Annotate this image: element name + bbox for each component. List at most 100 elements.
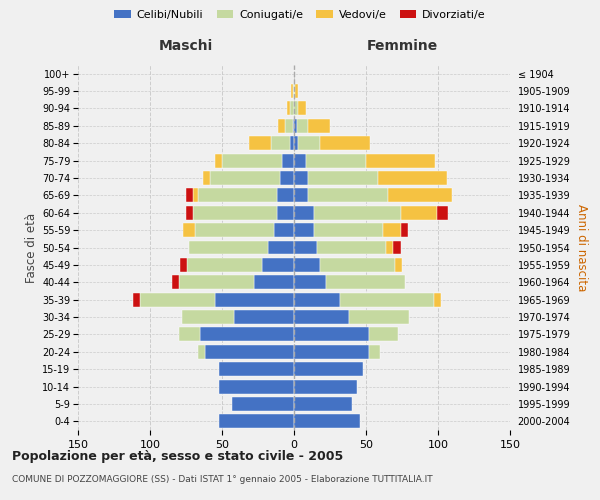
Bar [294, 345, 369, 358]
Bar [287, 102, 290, 116]
Bar [305, 154, 366, 168]
Text: Femmine: Femmine [367, 39, 437, 53]
Bar [179, 276, 254, 289]
Bar [200, 328, 294, 342]
Bar [294, 206, 314, 220]
Bar [308, 188, 388, 202]
Bar [179, 328, 200, 342]
Bar [317, 240, 386, 254]
Bar [326, 276, 405, 289]
Bar [283, 154, 294, 168]
Bar [294, 171, 308, 185]
Bar [291, 84, 293, 98]
Bar [294, 276, 326, 289]
Bar [294, 188, 308, 202]
Bar [280, 171, 294, 185]
Bar [434, 292, 441, 306]
Bar [349, 310, 409, 324]
Bar [290, 102, 294, 116]
Bar [294, 414, 360, 428]
Text: Maschi: Maschi [159, 39, 213, 53]
Bar [219, 414, 294, 428]
Bar [233, 310, 294, 324]
Bar [186, 206, 193, 220]
Bar [186, 188, 193, 202]
Text: Popolazione per età, sesso e stato civile - 2005: Popolazione per età, sesso e stato civil… [12, 450, 343, 463]
Bar [193, 206, 277, 220]
Bar [320, 136, 370, 150]
Bar [308, 171, 377, 185]
Bar [268, 240, 294, 254]
Bar [189, 240, 268, 254]
Bar [437, 206, 448, 220]
Bar [182, 310, 233, 324]
Bar [219, 380, 294, 394]
Bar [172, 276, 179, 289]
Bar [298, 136, 320, 150]
Bar [211, 171, 280, 185]
Bar [133, 292, 140, 306]
Bar [187, 258, 262, 272]
Bar [294, 362, 363, 376]
Bar [369, 345, 380, 358]
Bar [203, 171, 211, 185]
Bar [232, 397, 294, 411]
Bar [294, 223, 314, 237]
Bar [394, 240, 401, 254]
Bar [294, 310, 349, 324]
Bar [194, 223, 274, 237]
Bar [293, 84, 294, 98]
Bar [298, 102, 305, 116]
Bar [366, 154, 435, 168]
Y-axis label: Anni di nascita: Anni di nascita [575, 204, 587, 291]
Bar [271, 136, 290, 150]
Bar [222, 154, 283, 168]
Bar [277, 188, 294, 202]
Bar [340, 292, 434, 306]
Bar [297, 119, 308, 133]
Bar [294, 292, 340, 306]
Bar [401, 206, 437, 220]
Bar [308, 119, 330, 133]
Bar [314, 223, 383, 237]
Bar [294, 154, 305, 168]
Bar [294, 328, 369, 342]
Bar [294, 102, 298, 116]
Bar [277, 206, 294, 220]
Bar [395, 258, 402, 272]
Bar [205, 345, 294, 358]
Bar [250, 136, 271, 150]
Bar [369, 328, 398, 342]
Bar [294, 136, 298, 150]
Bar [286, 119, 293, 133]
Bar [193, 188, 197, 202]
Bar [290, 136, 294, 150]
Legend: Celibi/Nubili, Coniugati/e, Vedovi/e, Divorziati/e: Celibi/Nubili, Coniugati/e, Vedovi/e, Di… [110, 6, 490, 25]
Bar [274, 223, 294, 237]
Y-axis label: Fasce di età: Fasce di età [25, 212, 38, 282]
Bar [294, 397, 352, 411]
Bar [401, 223, 408, 237]
Bar [262, 258, 294, 272]
Bar [294, 240, 317, 254]
Bar [197, 345, 205, 358]
Bar [295, 84, 298, 98]
Bar [383, 223, 401, 237]
Bar [294, 258, 320, 272]
Bar [388, 188, 452, 202]
Bar [197, 188, 277, 202]
Bar [215, 154, 222, 168]
Bar [180, 258, 187, 272]
Bar [293, 119, 294, 133]
Bar [140, 292, 215, 306]
Bar [215, 292, 294, 306]
Bar [386, 240, 394, 254]
Bar [278, 119, 286, 133]
Bar [294, 84, 295, 98]
Bar [294, 380, 358, 394]
Bar [320, 258, 395, 272]
Bar [254, 276, 294, 289]
Bar [183, 223, 194, 237]
Text: COMUNE DI POZZOMAGGIORE (SS) - Dati ISTAT 1° gennaio 2005 - Elaborazione TUTTITA: COMUNE DI POZZOMAGGIORE (SS) - Dati ISTA… [12, 475, 433, 484]
Bar [219, 362, 294, 376]
